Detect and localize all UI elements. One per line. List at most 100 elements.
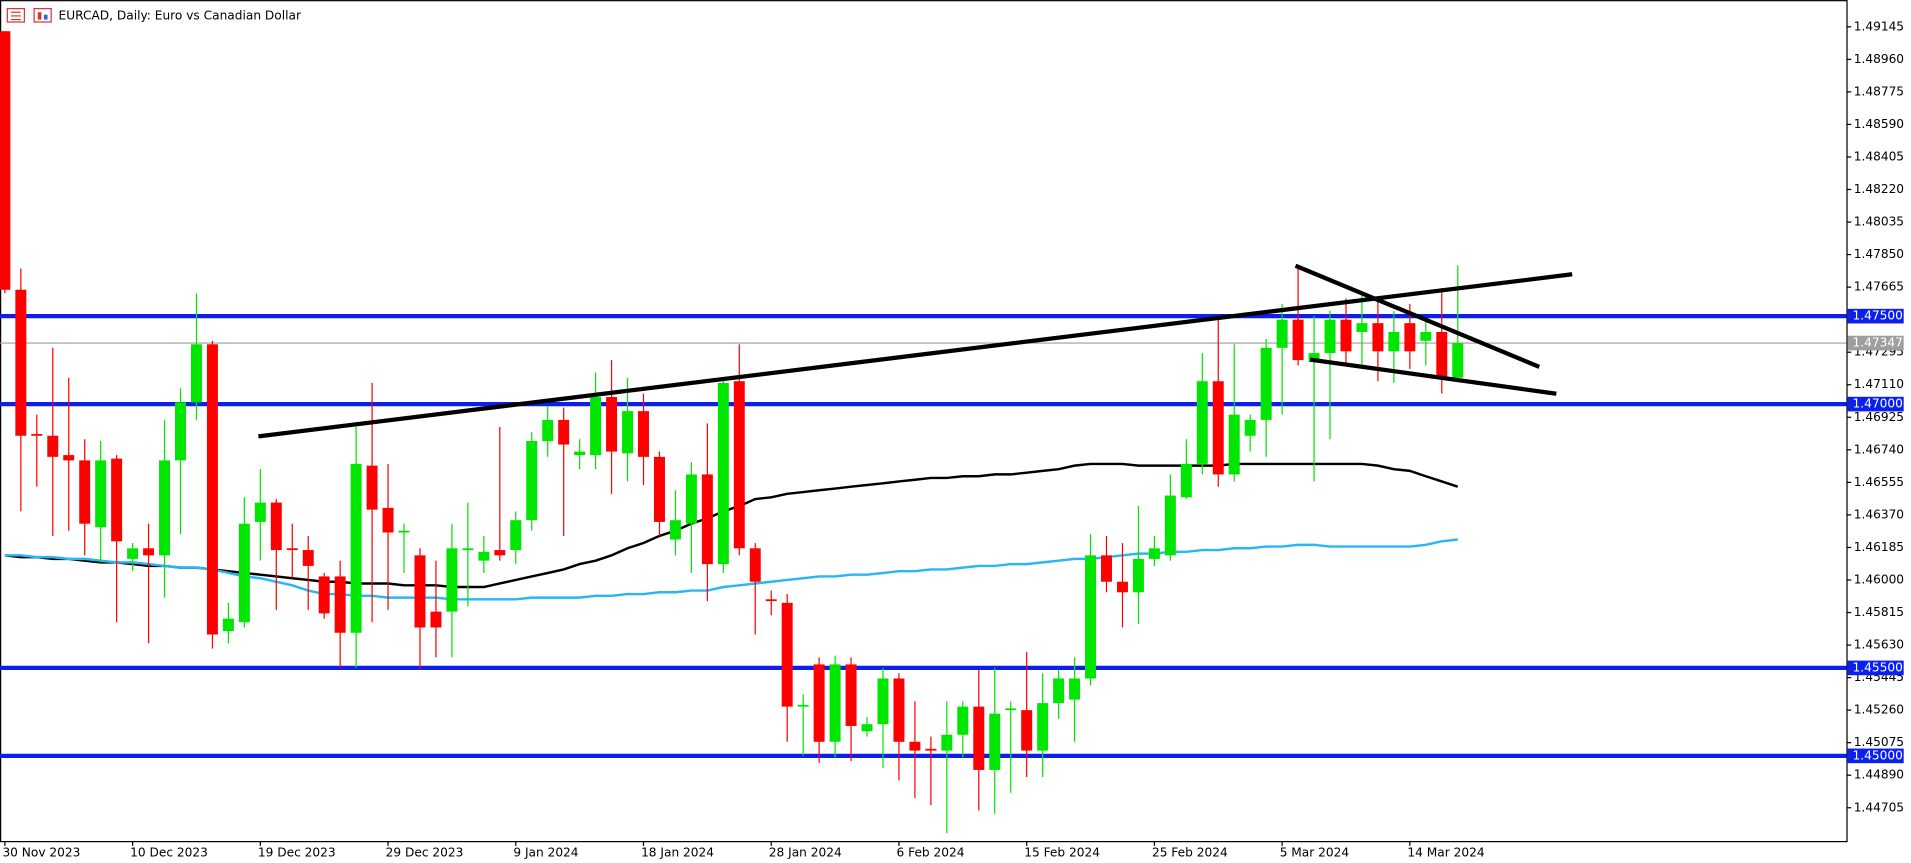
candle-body [1308,353,1320,362]
y-tick-label: 1.49145 [1854,19,1904,33]
candle-body [1180,463,1192,498]
trendlines [258,263,1573,439]
trendline [258,272,1573,439]
candle-body [717,382,729,565]
y-tick-label: 1.45260 [1854,703,1904,717]
candle-body [175,402,186,461]
candle-body [238,523,250,623]
candle-body [1164,495,1176,556]
candle-body [494,550,506,556]
icon-bar [43,14,48,20]
x-tick-label: 30 Nov 2023 [2,846,80,860]
y-tick-label: 1.46740 [1854,442,1904,456]
plot-frame [0,0,1848,843]
x-tick-label: 10 Dec 2023 [130,846,208,860]
candle-body [1021,710,1033,751]
candle-body [478,551,490,561]
candle-body [1260,347,1272,420]
candle-body [813,664,825,742]
y-tick-label: 1.48220 [1854,182,1904,196]
candle-body [1148,548,1160,559]
candle-body [1420,331,1432,341]
x-tick-label: 15 Feb 2024 [1024,846,1100,860]
candle-body [462,548,474,551]
y-tick-label: 1.46370 [1854,507,1904,521]
candle-body [1292,319,1304,361]
candle-body [749,548,761,582]
last-price-label: 1.47347 [1853,336,1903,350]
candle-body [1340,319,1352,352]
candle-body [143,548,155,556]
y-tick-label: 1.47110 [1854,377,1904,391]
icon-chart [33,7,52,23]
candle-body [63,455,75,461]
y-tick-label: 1.46000 [1854,572,1904,586]
candle-body [15,289,27,436]
candle-body [669,520,681,540]
candle-body [350,463,362,633]
y-tick-label: 1.47850 [1854,247,1904,261]
candle-body [957,706,969,735]
candle-body [1452,343,1464,378]
candle-body [302,550,314,566]
level-tag [1847,308,1904,324]
y-tick-label: 1.45630 [1854,638,1904,652]
symbol-icons [6,7,52,23]
candle-body [1116,581,1128,593]
level-label: 1.47000 [1853,397,1903,411]
candle-body [1324,319,1336,354]
candle-body [0,31,11,290]
x-tick-label: 14 Mar 2024 [1407,846,1484,860]
candle-body [95,460,107,528]
candle-body [638,411,649,457]
y-tick-label: 1.46555 [1854,475,1904,489]
x-tick-label: 6 Feb 2024 [897,846,965,860]
candle-body [590,397,602,456]
candle-body [318,576,330,614]
candle-body [526,441,538,521]
candle-body [31,433,43,436]
candle-body [190,344,202,403]
candle-body [606,397,618,452]
candle-body [1196,381,1208,464]
candle-body [941,734,953,751]
y-tick-label: 1.45815 [1854,605,1904,619]
candle-body [1005,708,1017,711]
level-label: 1.45500 [1853,660,1903,674]
candle-body [1132,558,1144,593]
level-label: 1.45000 [1853,748,1903,762]
candle-body [765,599,777,602]
candle-body [334,576,346,633]
x-tick-label: 5 Mar 2024 [1280,846,1350,860]
candle-body [861,724,873,732]
candle-body [510,520,522,551]
candle-body [1276,319,1288,348]
candle-body [973,706,985,770]
candle-body [622,411,634,454]
candle-body [398,530,410,533]
y-tick-label: 1.44705 [1854,800,1904,814]
candle-body [1037,703,1049,751]
candle-body [829,664,841,742]
candle-body [79,460,91,524]
level-tag [1847,748,1904,764]
candle-body [1372,323,1384,352]
candle-body [47,435,59,457]
candle-body [1101,555,1112,582]
candle-body [206,344,218,635]
candle-body [1212,381,1224,475]
candle-body [797,704,809,707]
candle-body [1388,331,1400,352]
y-tick-label: 1.48035 [1854,215,1904,229]
x-tick-label: 18 Jan 2024 [641,846,714,860]
candle-body [893,678,905,742]
candle-body [159,460,171,556]
y-tick-label: 1.45075 [1854,735,1904,749]
candle-body [286,548,298,551]
candle-body [653,456,665,522]
candle-body [877,678,889,725]
candle-body [558,419,570,445]
candle-body [1356,323,1368,332]
